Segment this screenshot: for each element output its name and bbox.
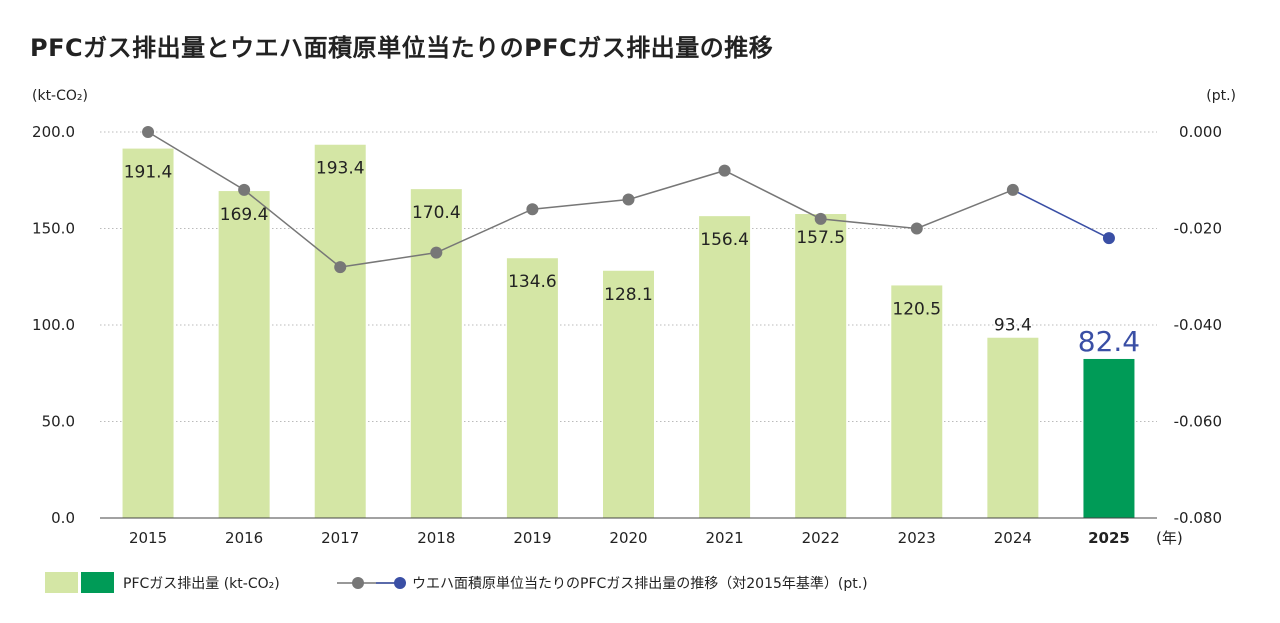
data-label: 170.4: [412, 203, 461, 223]
bar: [699, 216, 751, 518]
bar: [506, 258, 558, 518]
legend-swatch-bar: [45, 572, 78, 593]
bar: [603, 270, 654, 518]
y-tick-label: 100.0: [32, 316, 75, 334]
x-tick-label: 2025: [1088, 529, 1130, 547]
data-label: 82.4: [1078, 325, 1140, 358]
bar: [891, 285, 943, 518]
data-label: 193.4: [316, 159, 365, 179]
y2-tick-label: 0.000: [1179, 123, 1222, 141]
line-point: [238, 183, 251, 196]
bar: [410, 189, 462, 519]
x-tick-label: 2023: [898, 529, 936, 547]
legend: PFCガス排出量 (kt-CO₂) ウエハ面積原単位当たりのPFCガス排出量の推移…: [45, 572, 868, 593]
line-point: [526, 203, 539, 216]
data-label: 169.4: [220, 205, 269, 225]
line-series: [142, 126, 1115, 274]
y2-tick-label: -0.060: [1174, 413, 1222, 431]
line-point: [622, 193, 635, 206]
y-axis-unit: (kt-CO₂): [32, 88, 88, 104]
line-point: [910, 222, 923, 235]
x-tick-label: 2015: [129, 529, 167, 547]
data-labels: 191.4 169.4 193.4 170.4 134.6 128.1 156.4 157.5…: [124, 159, 1140, 358]
data-label: 157.5: [796, 228, 845, 248]
x-axis-unit: (年): [1156, 529, 1183, 547]
x-tick-label: 2016: [225, 529, 263, 547]
bar: [987, 337, 1039, 518]
axes: 200.0 0.000 150.0 -0.020 100.0 -0.040 50.0 -0.0…: [32, 88, 1236, 547]
line-point: [142, 126, 155, 138]
line-point: [334, 261, 347, 274]
data-label: 93.4: [994, 316, 1032, 336]
bar: [1083, 358, 1135, 518]
x-tick-label: 2018: [417, 529, 455, 547]
data-label: 191.4: [124, 163, 173, 183]
line-point: [814, 212, 827, 225]
y2-tick-label: -0.020: [1174, 220, 1222, 238]
bar: [795, 214, 847, 518]
data-label: 156.4: [700, 230, 749, 250]
x-tick-label: 2022: [802, 529, 840, 547]
line-point: [1006, 183, 1019, 196]
legend-marker-blue: [394, 577, 406, 589]
line-path: [147, 131, 1014, 268]
bar: [314, 144, 366, 518]
x-tick-label: 2017: [321, 529, 359, 547]
x-tick-label: 2024: [994, 529, 1032, 547]
x-tick-label: 2020: [609, 529, 647, 547]
legend-label-line: ウエハ面積原単位当たりのPFCガス排出量の推移（対2015年基準）(pt.): [412, 575, 868, 592]
line-point: [430, 246, 443, 259]
data-label: 134.6: [508, 272, 557, 292]
legend-swatch-bar-highlight: [81, 572, 114, 593]
y-tick-label: 0.0: [51, 509, 75, 527]
bar: [122, 148, 174, 518]
y2-tick-label: -0.040: [1174, 316, 1222, 334]
y-tick-label: 200.0: [32, 123, 75, 141]
y-tick-label: 50.0: [42, 413, 75, 431]
line-path-highlight: [1012, 189, 1110, 239]
y2-axis-unit: (pt.): [1206, 88, 1236, 104]
data-label: 128.1: [604, 285, 653, 305]
y-tick-label: 150.0: [32, 220, 75, 238]
chart-title: PFCガス排出量とウエハ面積原単位当たりのPFCガス排出量の推移: [30, 34, 774, 62]
line-point: [1102, 232, 1115, 245]
y2-tick-label: -0.080: [1174, 509, 1222, 527]
legend-label-bar: PFCガス排出量 (kt-CO₂): [123, 576, 280, 592]
bar-series: [122, 144, 1135, 519]
x-tick-label: 2021: [705, 529, 743, 547]
x-tick-label: 2019: [513, 529, 551, 547]
bar: [218, 191, 270, 519]
legend-marker-gray: [352, 577, 364, 589]
data-label: 120.5: [892, 299, 941, 319]
line-point: [718, 164, 731, 177]
